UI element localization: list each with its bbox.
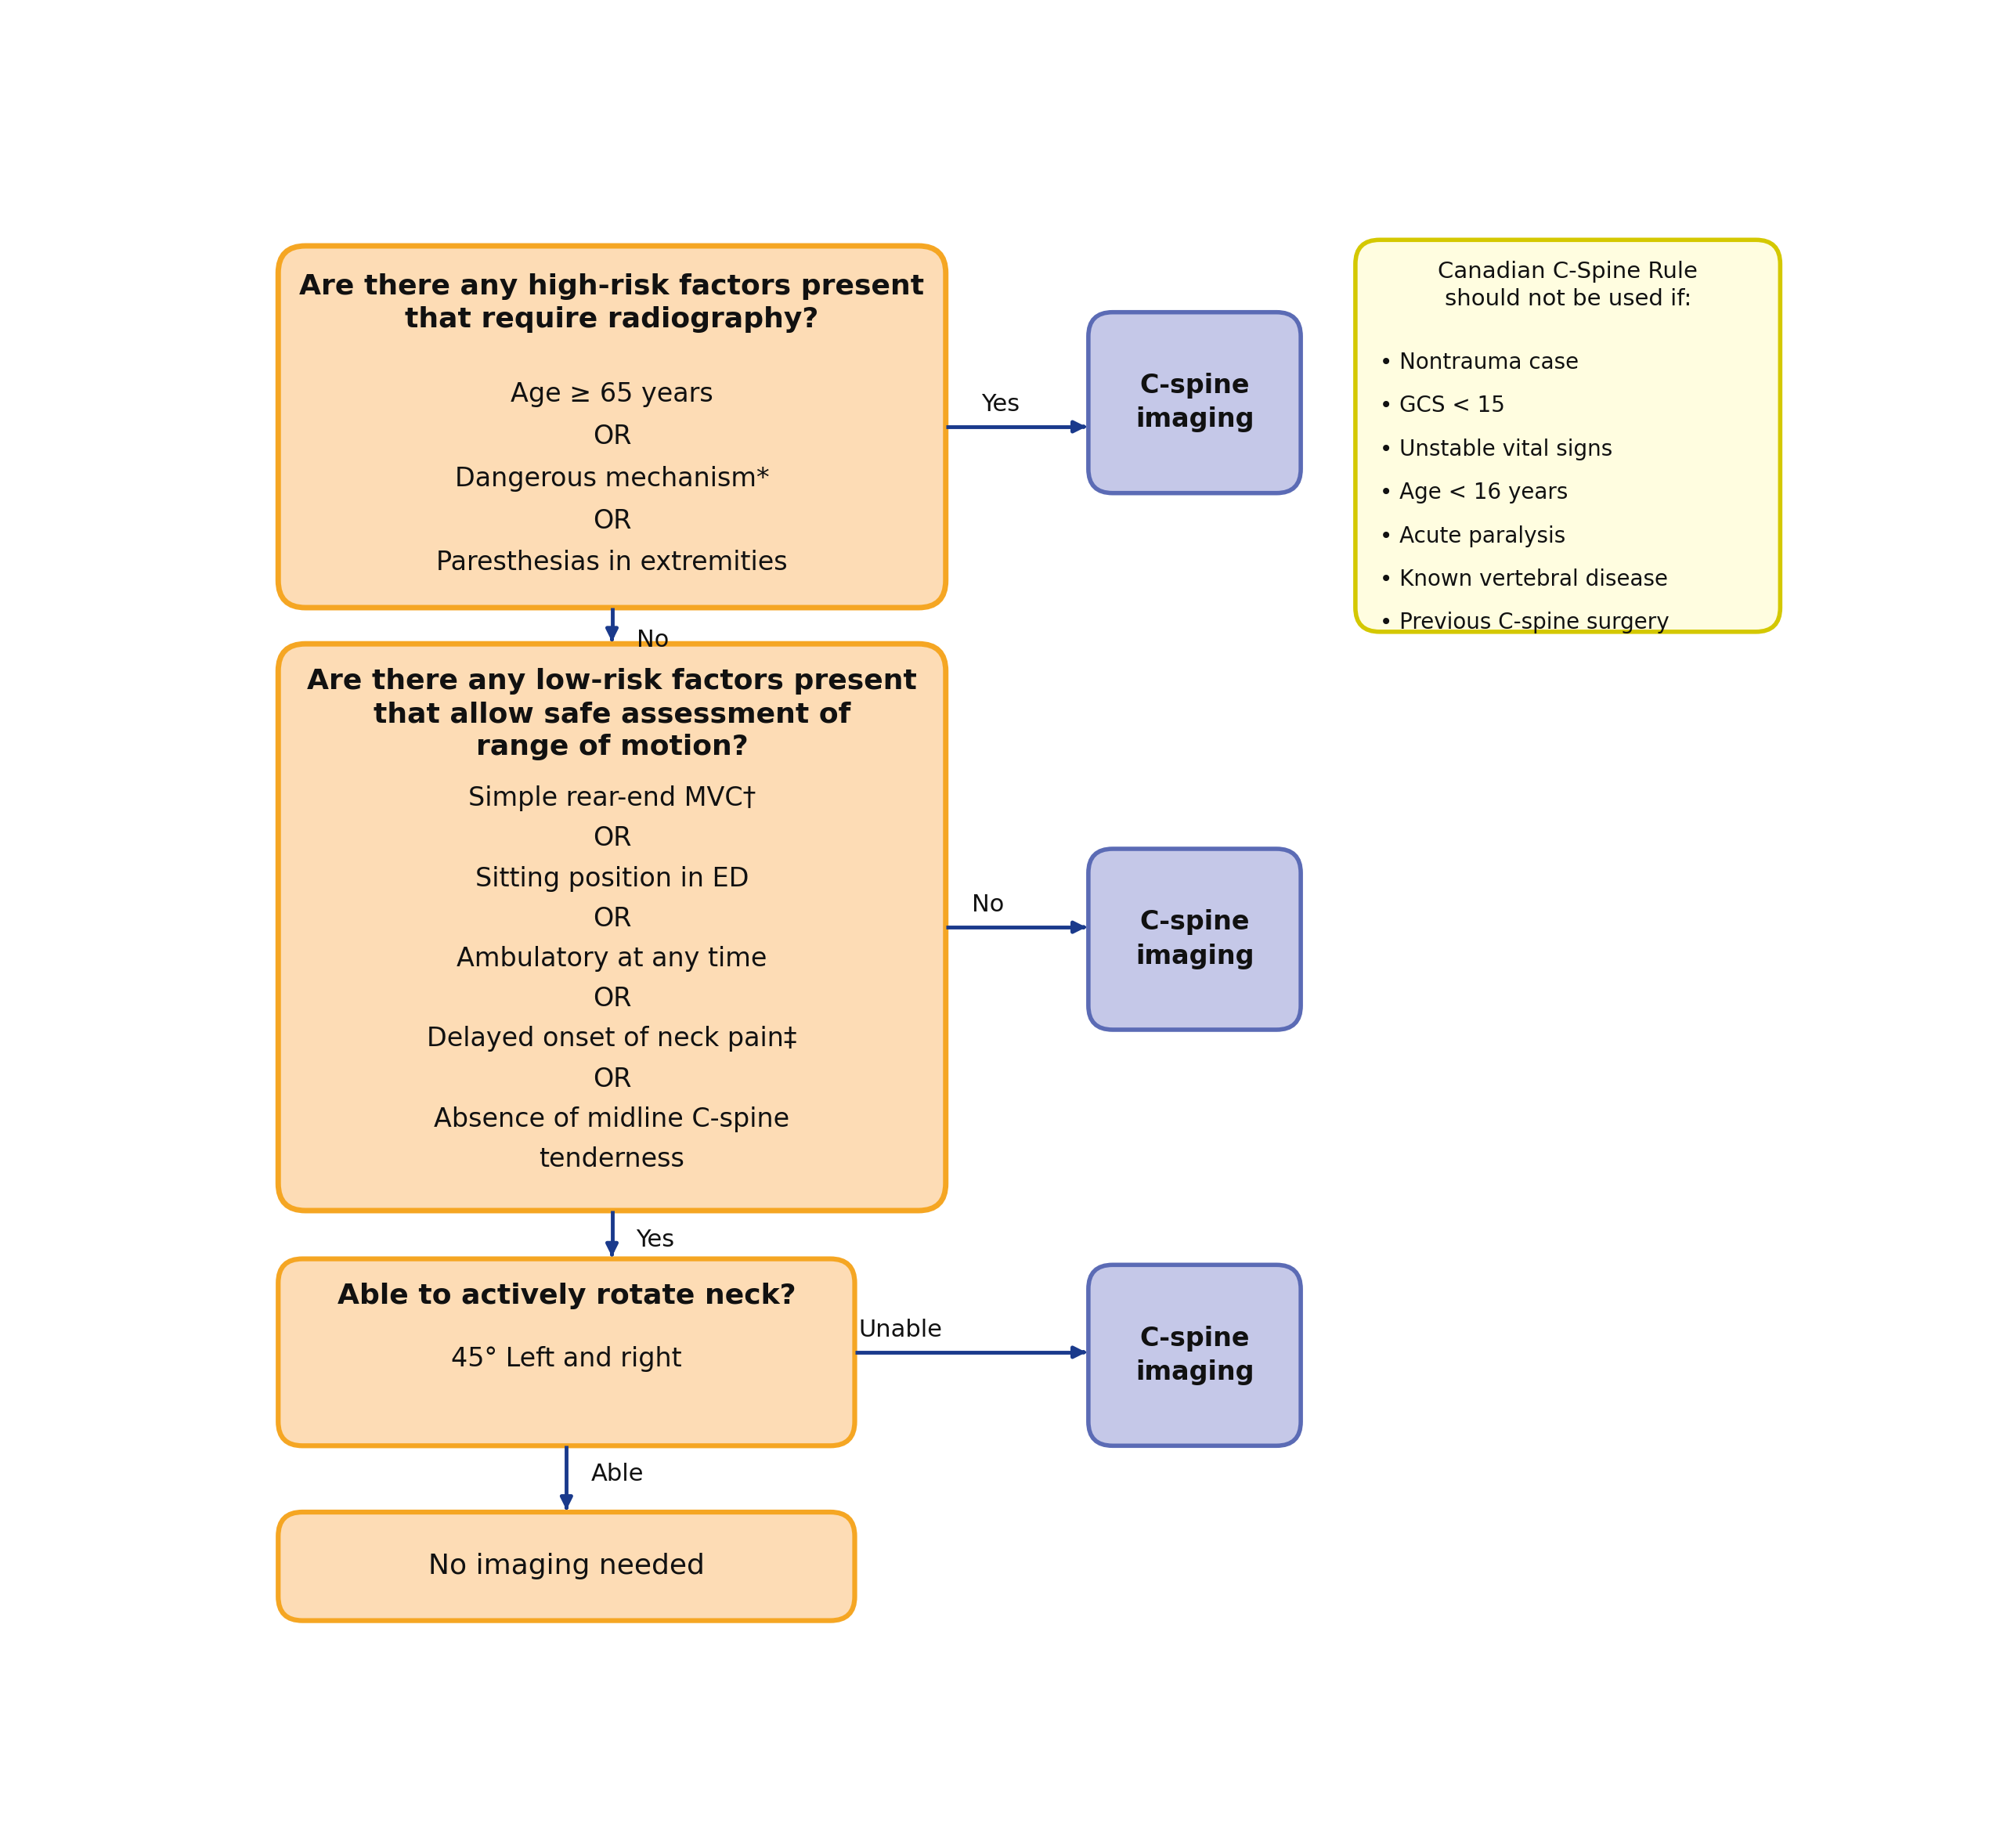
FancyBboxPatch shape bbox=[1355, 240, 1780, 632]
Text: Able: Able bbox=[590, 1462, 644, 1486]
Text: • Known vertebral disease: • Known vertebral disease bbox=[1379, 569, 1668, 590]
FancyBboxPatch shape bbox=[1088, 312, 1301, 493]
Text: Are there any high-risk factors present
that require radiography?: Are there any high-risk factors present … bbox=[299, 274, 925, 333]
Text: • Age < 16 years: • Age < 16 years bbox=[1379, 482, 1567, 503]
Text: C-spine
imaging: C-spine imaging bbox=[1136, 909, 1254, 968]
FancyBboxPatch shape bbox=[279, 246, 945, 608]
Text: C-spine
imaging: C-spine imaging bbox=[1136, 373, 1254, 432]
Text: Simple rear-end MVC†
OR
Sitting position in ED
OR
Ambulatory at any time
OR
Dela: Simple rear-end MVC† OR Sitting position… bbox=[427, 785, 797, 1172]
Text: No: No bbox=[636, 628, 668, 652]
FancyBboxPatch shape bbox=[1088, 1264, 1301, 1445]
Text: Able to actively rotate neck?: Able to actively rotate neck? bbox=[337, 1283, 795, 1310]
Text: C-spine
imaging: C-spine imaging bbox=[1136, 1325, 1254, 1386]
Text: Are there any low-risk factors present
that allow safe assessment of
range of mo: Are there any low-risk factors present t… bbox=[307, 667, 917, 761]
FancyBboxPatch shape bbox=[279, 643, 945, 1210]
Text: Canadian C-Spine Rule
should not be used if:: Canadian C-Spine Rule should not be used… bbox=[1437, 261, 1698, 310]
Text: • Nontrauma case: • Nontrauma case bbox=[1379, 351, 1580, 373]
Text: • GCS < 15: • GCS < 15 bbox=[1379, 395, 1505, 418]
Text: • Acute paralysis: • Acute paralysis bbox=[1379, 525, 1565, 547]
Text: Unable: Unable bbox=[859, 1319, 941, 1342]
Text: Yes: Yes bbox=[981, 394, 1020, 416]
FancyBboxPatch shape bbox=[279, 1258, 855, 1445]
Text: • Unstable vital signs: • Unstable vital signs bbox=[1379, 438, 1612, 460]
Text: • Previous C-spine surgery: • Previous C-spine surgery bbox=[1379, 612, 1670, 634]
Text: 45° Left and right: 45° Left and right bbox=[452, 1345, 682, 1371]
FancyBboxPatch shape bbox=[279, 1512, 855, 1621]
Text: Yes: Yes bbox=[636, 1229, 674, 1251]
Text: No imaging needed: No imaging needed bbox=[427, 1552, 704, 1580]
FancyBboxPatch shape bbox=[1088, 848, 1301, 1029]
Text: Age ≥ 65 years
OR
Dangerous mechanism*
OR
Paresthesias in extremities: Age ≥ 65 years OR Dangerous mechanism* O… bbox=[436, 381, 787, 577]
Text: No: No bbox=[971, 894, 1004, 917]
